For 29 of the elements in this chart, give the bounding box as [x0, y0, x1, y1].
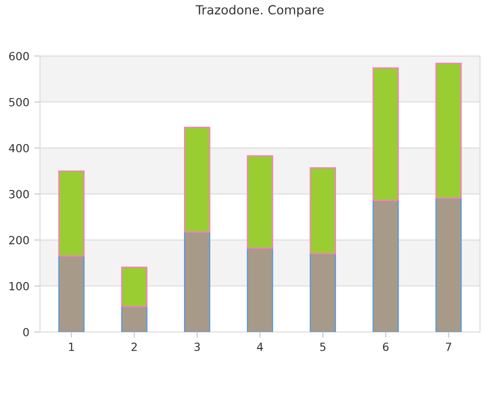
bar: [310, 167, 336, 254]
bar: [58, 170, 85, 257]
x-tick-label: 5: [320, 342, 326, 352]
bar: [372, 200, 399, 332]
x-tick-label: 3: [194, 342, 200, 352]
bar: [246, 155, 274, 249]
bar: [121, 266, 148, 308]
x-tick-label: 4: [257, 342, 263, 351]
x-tick-label: 2: [132, 342, 137, 351]
y-tick-label: 500: [9, 98, 29, 106]
y-tick-label: 0: [23, 328, 29, 336]
bar: [246, 248, 274, 332]
bar: [435, 198, 462, 332]
bar: [310, 253, 336, 332]
y-tick-label: 200: [9, 236, 29, 244]
bar: [372, 67, 399, 201]
x-tick-label: 6: [382, 342, 389, 352]
bar: [435, 62, 462, 199]
bar: [184, 232, 210, 332]
bar: [184, 126, 210, 233]
x-tick-label: 7: [446, 342, 452, 351]
x-tick-label: 1: [69, 342, 74, 351]
y-tick-label: 300: [9, 190, 29, 198]
y-tick-label: 100: [10, 282, 29, 290]
bar: [58, 256, 85, 332]
bar: [121, 306, 148, 332]
y-tick-label: 400: [8, 144, 29, 152]
chart-title: Trazodone. Compare: [196, 4, 324, 17]
y-tick-label: 600: [9, 52, 29, 60]
